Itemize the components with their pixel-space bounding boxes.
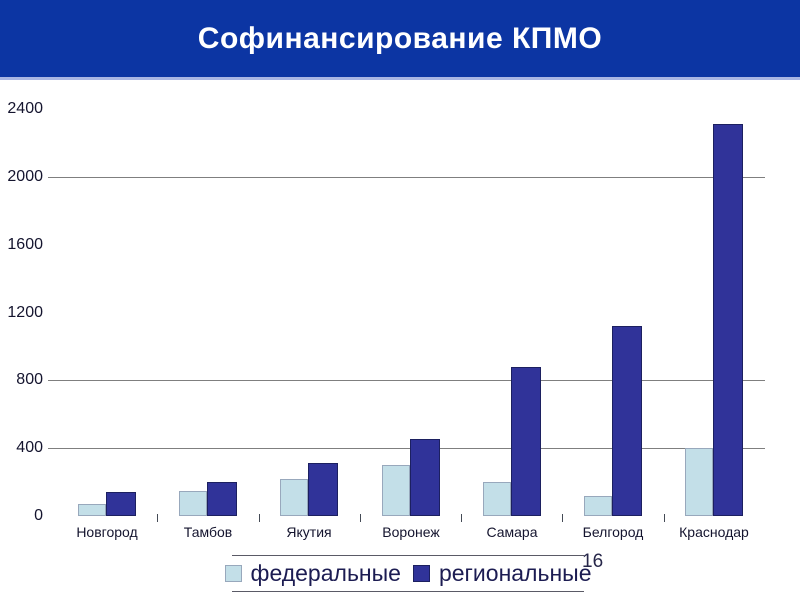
bar-regional-0	[106, 492, 136, 516]
legend-item-federal: федеральные	[224, 560, 401, 587]
gridline-2000	[48, 176, 765, 178]
category-label-1: Тамбов	[183, 524, 233, 540]
x-axis-tick-4	[461, 514, 463, 522]
federal-series-swatch	[224, 565, 242, 582]
bar-regional-4	[511, 367, 541, 516]
y-axis-label-0: 0	[34, 507, 43, 524]
bar-federal-0	[78, 504, 106, 516]
bar-federal-4	[483, 482, 511, 516]
page-number: 16	[582, 551, 604, 572]
title-banner: Софинансирование КПМО	[0, 0, 800, 77]
bar-federal-1	[179, 491, 207, 516]
x-axis-tick-6	[663, 514, 665, 522]
bar-regional-3	[410, 439, 440, 516]
gridline-800	[48, 380, 765, 382]
category-label-0: Новгород	[76, 524, 138, 540]
bar-regional-1	[207, 482, 237, 516]
y-axis-label-2400: 2400	[7, 100, 43, 117]
x-axis-tick-5	[562, 514, 564, 522]
y-axis-label-1200: 1200	[7, 303, 43, 321]
bar-regional-6	[713, 124, 743, 516]
gridline-400	[48, 448, 765, 450]
y-axis-label-800: 800	[16, 371, 43, 389]
bar-federal-6	[685, 448, 713, 516]
bar-federal-2	[280, 479, 308, 516]
x-axis-tick-2	[258, 514, 260, 522]
category-label-3: Воронеж	[382, 524, 440, 540]
chart-legend: федеральные региональные	[224, 555, 592, 592]
category-label-5: Белгород	[582, 524, 644, 540]
slide-title: Софинансирование КПМО	[197, 21, 603, 55]
regional-series-swatch	[412, 565, 430, 582]
legend-label-federal: федеральные	[250, 560, 401, 586]
legend-item-regional: региональные	[412, 560, 592, 587]
x-axis-tick-3	[359, 514, 361, 522]
legend-label-regional: региональные	[438, 560, 592, 586]
category-label-2: Якутия	[286, 524, 332, 540]
bar-regional-2	[308, 463, 338, 516]
bar-federal-5	[584, 496, 612, 516]
y-axis-label-2000: 2000	[7, 167, 43, 185]
x-axis-tick-1	[157, 514, 159, 522]
category-label-6: Краснодар	[679, 524, 749, 540]
cofinancing-bar-chart: 0 400 800 1200 1600 2000 2400 Новгород Тамбов Яку…	[0, 80, 800, 600]
y-axis-label-400: 400	[16, 439, 43, 457]
y-axis-label-1600: 1600	[7, 235, 43, 253]
bar-federal-3	[382, 465, 410, 516]
banner-underline	[0, 77, 800, 80]
bar-regional-5	[612, 326, 642, 516]
category-label-4: Самара	[486, 524, 538, 540]
